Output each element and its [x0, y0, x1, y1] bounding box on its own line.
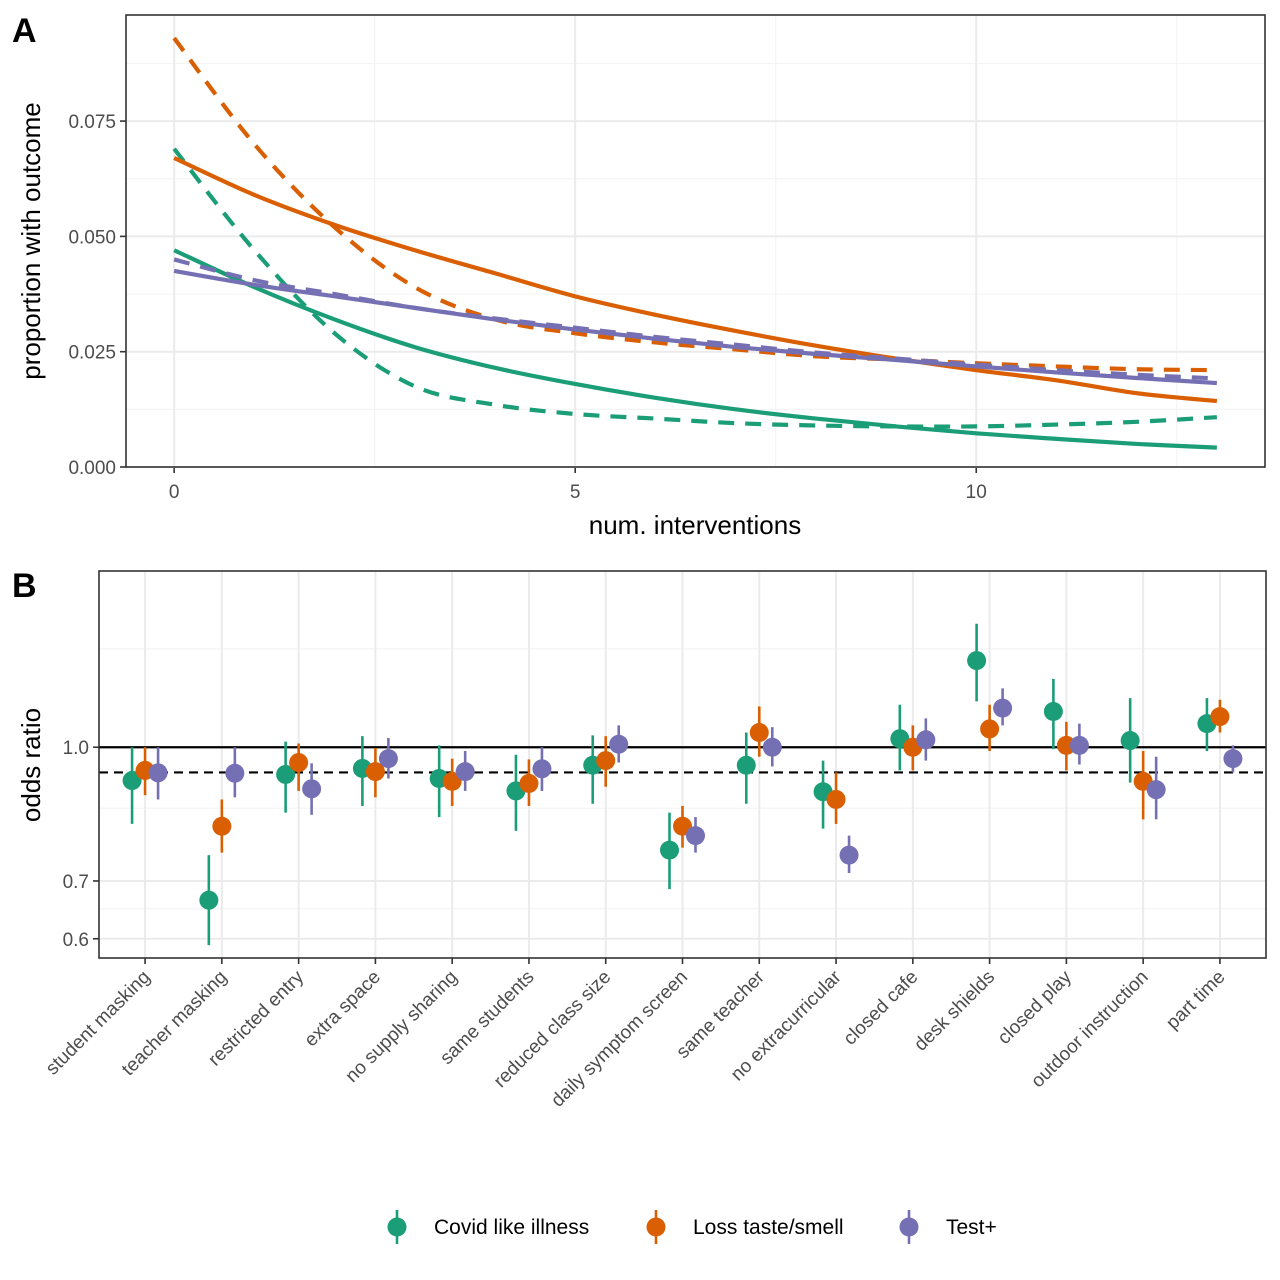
legend-key-point-test [899, 1217, 919, 1237]
legend-label-test: Test+ [946, 1216, 997, 1239]
legend: Covid like illness Loss taste/smell Test+ [387, 1210, 997, 1244]
point-loss [212, 816, 232, 836]
y-tick-label: 0.075 [68, 112, 116, 133]
point-test [302, 779, 322, 799]
panel-b-y-axis-title: odds ratio [16, 708, 46, 822]
point-test [1223, 749, 1243, 769]
panel-a-border [125, 14, 1266, 468]
legend-label-loss: Loss taste/smell [693, 1216, 844, 1239]
point-test [378, 749, 398, 769]
panel-a-plot: 0 5 10 0.000 0.025 0.050 0.075 [68, 15, 1265, 503]
x-tick-label: closed play [994, 966, 1076, 1048]
series-line-loss-solid [173, 156, 1218, 404]
series-line-loss-dashed [172, 36, 1217, 373]
point-covid [736, 755, 756, 775]
point-test [225, 763, 245, 783]
series-line-test-solid [173, 268, 1218, 386]
point-loss [289, 753, 309, 773]
series-line-covid-solid [173, 248, 1217, 450]
point-covid [660, 840, 679, 860]
x-tick-label: 0 [169, 482, 180, 503]
panel-a-y-axis-title: proportion with outcome [16, 102, 46, 379]
point-covid [122, 771, 142, 791]
x-tick-label: desk shields [910, 967, 999, 1056]
y-tick-label: 1.0 [63, 738, 89, 759]
point-loss [1056, 735, 1076, 755]
y-tick-label: 0.000 [68, 458, 116, 479]
point-loss [365, 762, 385, 782]
panel-b-letter: B [12, 567, 37, 605]
point-covid [1120, 731, 1140, 751]
x-tick-label: daily symptom screen [547, 967, 692, 1112]
legend-key-point-covid [387, 1217, 407, 1237]
x-tick-label: 5 [570, 482, 581, 503]
point-covid [1043, 701, 1063, 721]
panel-b-border [98, 570, 1267, 959]
point-loss [596, 751, 616, 771]
point-test [455, 762, 475, 782]
series-line-covid-dashed [172, 147, 1217, 429]
point-test [1069, 735, 1089, 755]
point-loss [980, 719, 1000, 739]
panel-a-letter: A [12, 12, 37, 50]
x-tick-label: part time [1162, 967, 1229, 1034]
point-loss [519, 773, 539, 793]
point-loss [749, 723, 769, 743]
point-covid [276, 764, 296, 784]
point-test [532, 759, 552, 779]
point-test [916, 730, 936, 750]
x-tick-label: 10 [966, 482, 987, 503]
point-covid [199, 890, 219, 910]
point-test [762, 737, 782, 757]
x-tick-label: extra space [301, 967, 385, 1051]
x-tick-label: closed cafe [840, 967, 923, 1050]
legend-key-point-loss [646, 1217, 666, 1237]
point-loss [826, 789, 846, 809]
point-loss [442, 771, 462, 791]
point-test [993, 698, 1013, 718]
point-test [1146, 780, 1166, 800]
y-tick-label: 0.6 [63, 930, 89, 951]
y-tick-label: 0.025 [68, 343, 116, 364]
point-covid [967, 651, 987, 671]
y-tick-label: 0.7 [63, 872, 89, 893]
legend-label-covid: Covid like illness [434, 1216, 589, 1239]
point-test [148, 763, 168, 783]
y-tick-label: 0.050 [68, 227, 116, 248]
series-line-test-dashed [173, 257, 1217, 381]
panel-a-x-axis-title: num. interventions [589, 510, 801, 540]
point-loss [1210, 707, 1230, 727]
point-test [609, 734, 629, 754]
point-test [686, 826, 705, 846]
point-test [839, 845, 859, 865]
